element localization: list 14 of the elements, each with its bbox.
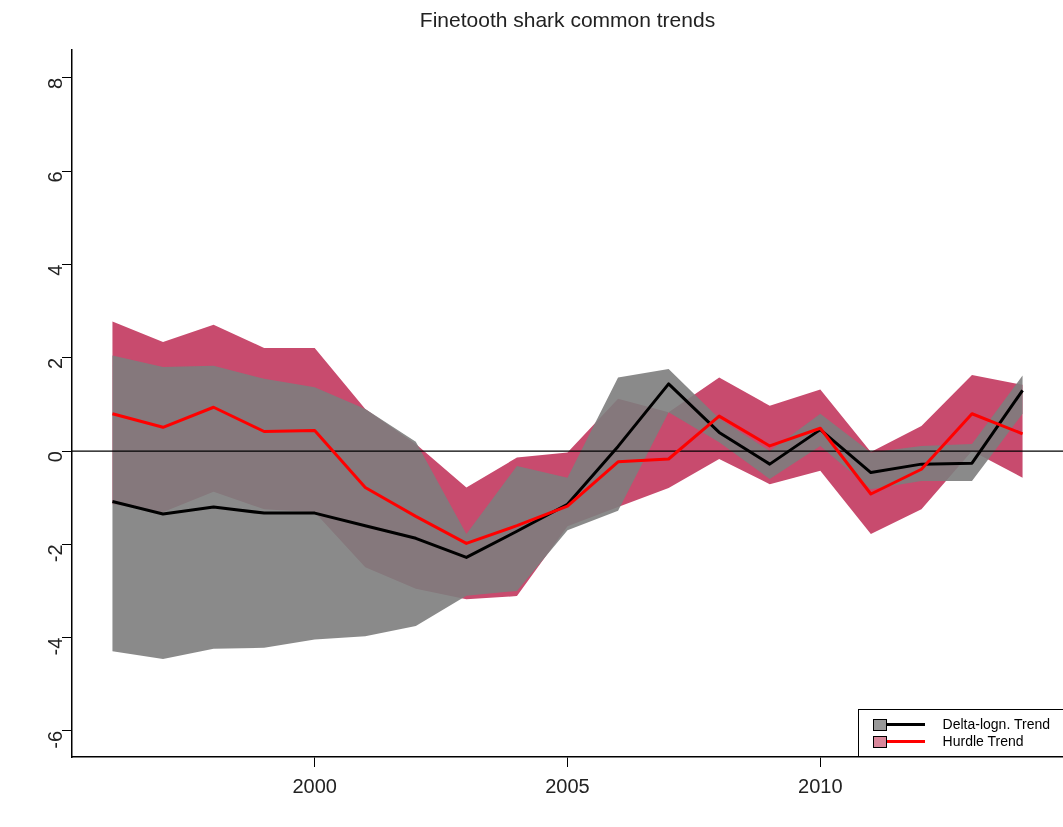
y-tick-label: -2 <box>43 544 66 563</box>
y-tick-label: 2 <box>43 357 66 369</box>
y-tick-label: 0 <box>43 451 66 463</box>
y-tick-label: -6 <box>43 730 66 749</box>
y-tick-label: 4 <box>43 264 66 276</box>
y-tick-label: 6 <box>43 171 66 183</box>
legend-label: Delta-logn. Trend <box>942 716 1050 733</box>
chart-title: Finetooth shark common trends <box>418 8 717 32</box>
y-tick-label: 8 <box>43 77 66 90</box>
x-tick-label: 2010 <box>798 774 843 797</box>
x-tick-label: 2000 <box>292 774 337 797</box>
x-tick-label: 2005 <box>545 774 590 797</box>
legend-label: Hurdle Trend <box>942 733 1024 750</box>
y-tick-label: -4 <box>43 637 66 656</box>
